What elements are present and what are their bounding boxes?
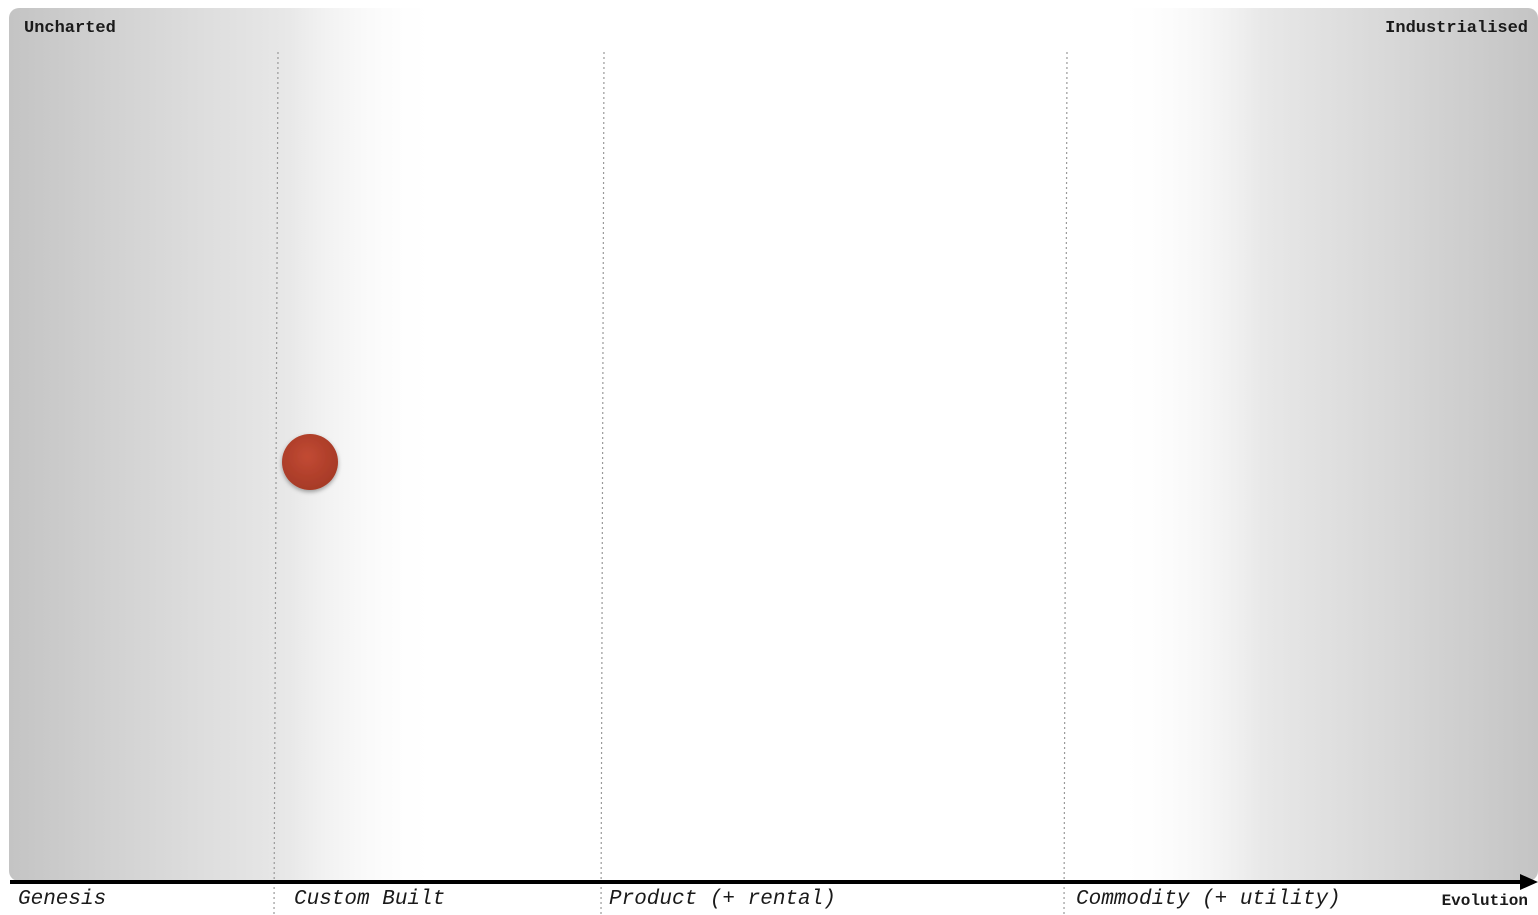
stage-label-product: Product (+ rental) bbox=[609, 888, 836, 911]
industrialised-zone bbox=[1114, 8, 1538, 881]
stage-divider-3 bbox=[1063, 51, 1068, 915]
stage-label-custom-built: Custom Built bbox=[294, 888, 446, 911]
industrialised-label: Industrialised bbox=[1385, 19, 1528, 38]
component-node[interactable] bbox=[282, 434, 338, 490]
stage-divider-2 bbox=[600, 51, 605, 915]
stage-label-commodity: Commodity (+ utility) bbox=[1076, 888, 1341, 911]
evolution-axis-label: Evolution bbox=[1441, 892, 1528, 910]
uncharted-zone bbox=[9, 8, 441, 881]
stage-divider-1 bbox=[273, 51, 279, 915]
uncharted-label: Uncharted bbox=[24, 19, 116, 38]
stage-label-genesis: Genesis bbox=[18, 888, 107, 911]
axis-arrow-icon bbox=[1520, 874, 1538, 890]
